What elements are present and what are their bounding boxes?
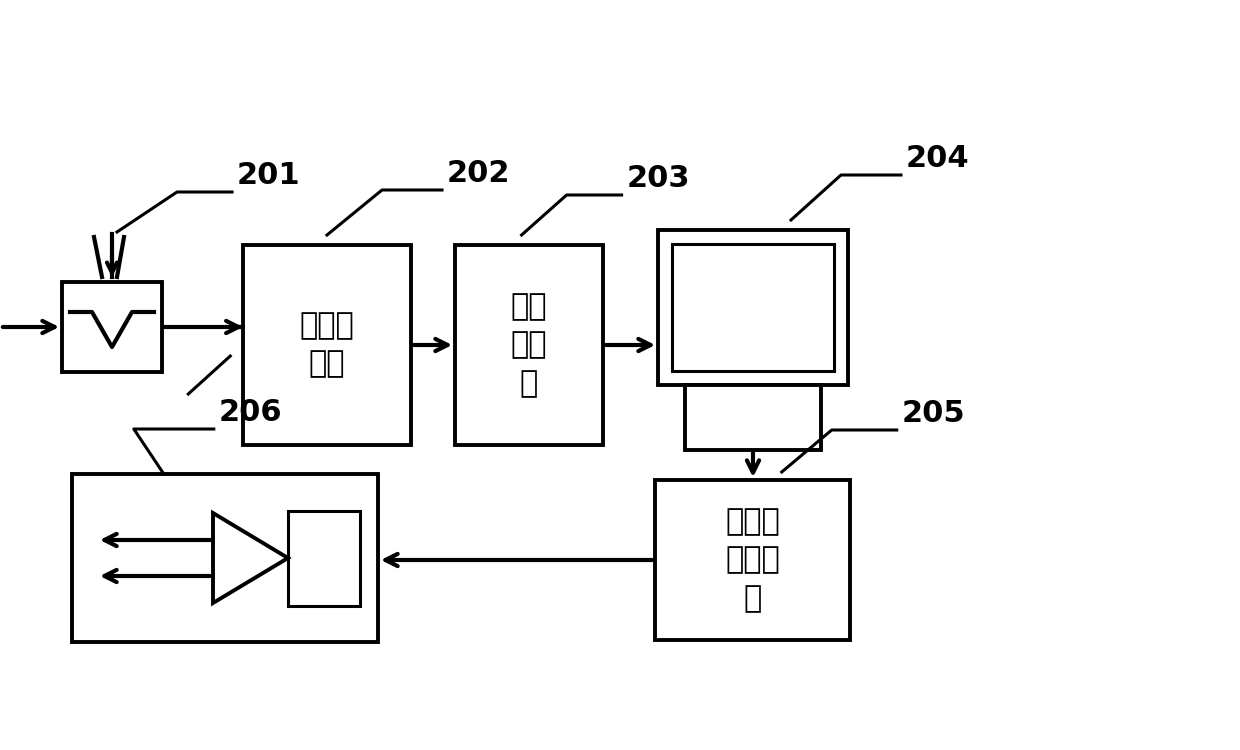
Bar: [62, 282, 162, 372]
Bar: [455, 245, 603, 445]
Text: 数据解
码器: 数据解 码器: [300, 311, 355, 379]
Bar: [72, 474, 378, 642]
Text: 数据
存储
器: 数据 存储 器: [511, 292, 547, 398]
Text: 205: 205: [901, 399, 966, 428]
Bar: [684, 385, 821, 450]
Bar: [243, 245, 410, 445]
Text: 202: 202: [446, 159, 511, 188]
Text: 206: 206: [218, 398, 283, 427]
Bar: [288, 511, 360, 605]
Bar: [658, 230, 848, 385]
Text: 信号转
换编码
器: 信号转 换编码 器: [725, 507, 780, 613]
Text: 201: 201: [237, 161, 300, 190]
Text: 204: 204: [906, 144, 970, 173]
Bar: [655, 480, 849, 640]
Text: 203: 203: [626, 164, 691, 193]
Bar: [672, 244, 835, 371]
